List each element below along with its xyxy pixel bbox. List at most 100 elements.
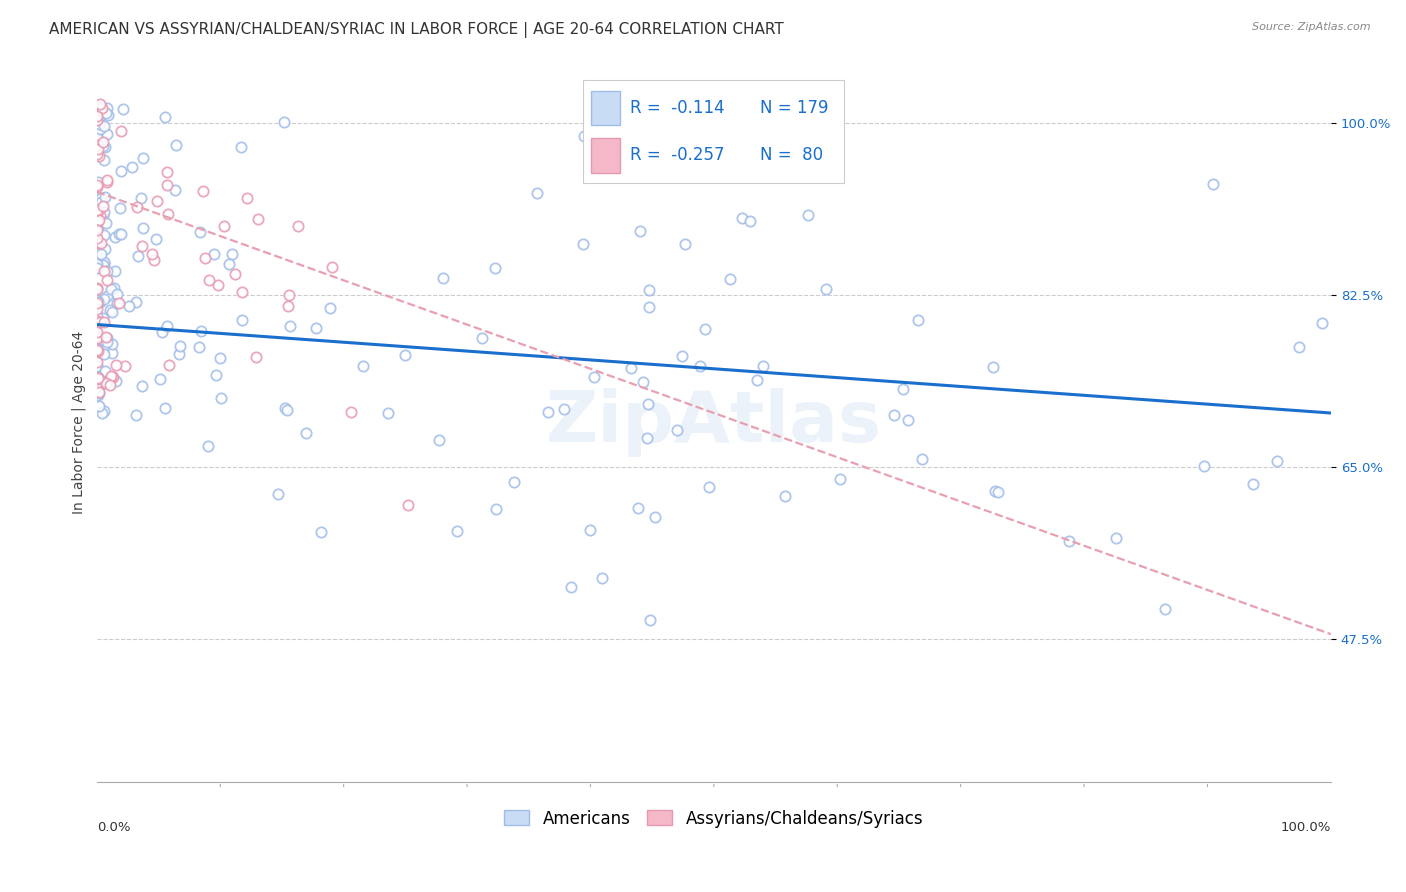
Point — [207, 278, 229, 293]
Point — [907, 313, 929, 327]
Point — [197, 439, 219, 453]
Point — [108, 227, 131, 242]
Point — [86, 212, 108, 227]
Point — [110, 124, 132, 138]
Point — [627, 501, 650, 516]
Point — [377, 406, 399, 420]
Point — [93, 255, 115, 269]
Point — [86, 129, 108, 144]
Point — [86, 252, 108, 267]
Point — [87, 371, 110, 385]
Point — [87, 370, 110, 384]
Point — [87, 380, 110, 394]
Point — [96, 101, 118, 115]
Point — [280, 318, 302, 333]
Point — [1267, 454, 1289, 468]
Point — [89, 399, 111, 413]
Point — [125, 408, 148, 422]
Point — [89, 384, 111, 399]
Point — [93, 120, 115, 134]
Point — [638, 283, 661, 297]
Point — [165, 137, 187, 152]
Point — [96, 289, 118, 303]
Point — [1310, 316, 1333, 330]
Point — [273, 114, 295, 128]
Point — [90, 235, 112, 250]
Point — [86, 236, 108, 251]
Point — [86, 257, 108, 271]
Point — [897, 413, 920, 427]
Point — [86, 180, 108, 194]
FancyBboxPatch shape — [592, 137, 620, 173]
Point — [96, 127, 118, 141]
Point — [86, 293, 108, 307]
Point — [87, 100, 110, 114]
Point — [214, 219, 236, 233]
Point — [131, 221, 153, 235]
Point — [103, 281, 125, 295]
Point — [94, 217, 117, 231]
Point — [127, 200, 149, 214]
Point — [121, 160, 143, 174]
Point — [96, 175, 118, 189]
Point — [190, 324, 212, 338]
Point — [828, 472, 851, 486]
Point — [773, 490, 796, 504]
Point — [89, 116, 111, 130]
Point — [245, 351, 267, 365]
Point — [86, 113, 108, 128]
Point — [157, 207, 180, 221]
Point — [87, 219, 110, 234]
Point — [86, 260, 108, 275]
Point — [553, 402, 575, 417]
Point — [91, 406, 114, 420]
Point — [583, 369, 606, 384]
Point — [640, 613, 662, 627]
Point — [1059, 533, 1081, 548]
Point — [1105, 531, 1128, 545]
Point — [110, 227, 132, 241]
Point — [94, 190, 117, 204]
Point — [91, 199, 114, 213]
Point — [745, 374, 768, 388]
Point — [86, 331, 108, 345]
Text: AMERICAN VS ASSYRIAN/CHALDEAN/SYRIAC IN LABOR FORCE | AGE 20-64 CORRELATION CHAR: AMERICAN VS ASSYRIAN/CHALDEAN/SYRIAC IN … — [49, 22, 785, 38]
Point — [86, 215, 108, 229]
Point — [224, 267, 246, 281]
Point — [87, 372, 110, 386]
Point — [93, 404, 115, 418]
Point — [90, 195, 112, 210]
Point — [1202, 177, 1225, 191]
Point — [91, 139, 114, 153]
Point — [89, 109, 111, 123]
Point — [1192, 458, 1215, 473]
Point — [101, 305, 124, 319]
Point — [111, 103, 134, 117]
Point — [91, 135, 114, 149]
Point — [187, 340, 209, 354]
Point — [246, 211, 269, 226]
Point — [156, 165, 179, 179]
Point — [235, 190, 257, 204]
Point — [86, 144, 108, 158]
Point — [105, 286, 128, 301]
Legend: Americans, Assyrians/Chaldeans/Syriacs: Americans, Assyrians/Chaldeans/Syriacs — [498, 803, 929, 834]
Point — [86, 343, 108, 357]
Point — [797, 208, 820, 222]
Point — [673, 237, 696, 252]
Point — [86, 355, 108, 369]
Point — [90, 191, 112, 205]
Point — [274, 401, 297, 416]
Point — [87, 343, 110, 358]
Point — [89, 295, 111, 310]
Point — [984, 484, 1007, 499]
Point — [93, 316, 115, 330]
FancyBboxPatch shape — [592, 91, 620, 126]
Point — [1288, 340, 1310, 354]
Point — [572, 129, 595, 144]
Point — [100, 282, 122, 296]
Point — [86, 380, 108, 394]
Point — [202, 247, 225, 261]
Point — [394, 348, 416, 362]
Point — [108, 201, 131, 215]
